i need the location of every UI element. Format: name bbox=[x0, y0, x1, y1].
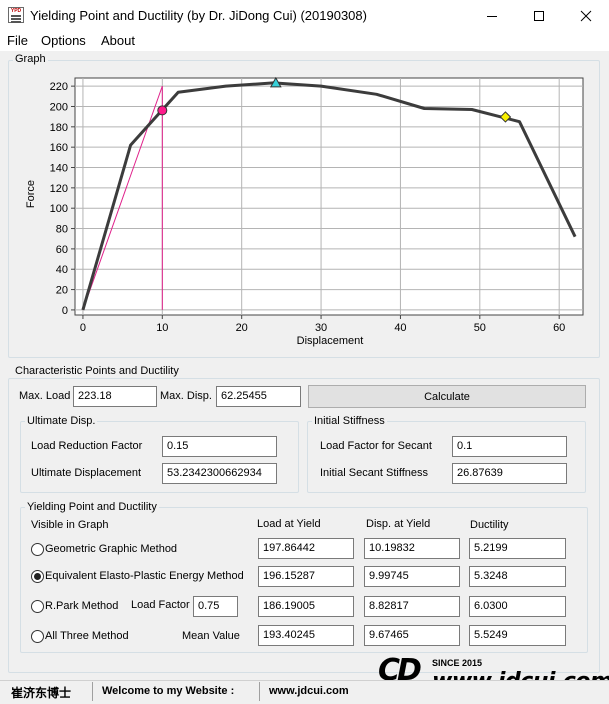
visible-in-graph-label: Visible in Graph bbox=[31, 519, 109, 531]
y-tick-label: 40 bbox=[56, 264, 68, 276]
status-bar bbox=[0, 680, 609, 704]
yield-point-marker bbox=[157, 105, 168, 116]
graph-group bbox=[8, 60, 600, 358]
rpark-load-field[interactable]: 186.19005 bbox=[258, 596, 354, 617]
maximize-button[interactable] bbox=[516, 0, 562, 31]
geometric-method-label[interactable]: Geometric Graphic Method bbox=[45, 543, 178, 555]
axis-ticks: 0 10 20 30 40 50 60 0 20 40 60 80 100 120 140 160 180 200… bbox=[50, 81, 566, 334]
graph-group-label: Graph bbox=[13, 53, 48, 65]
y-tick-label: 80 bbox=[56, 224, 68, 236]
y-tick-label: 200 bbox=[50, 101, 68, 113]
rpark-method-radio[interactable] bbox=[31, 600, 44, 613]
load-reduction-factor-field[interactable]: 0.15 bbox=[162, 436, 277, 457]
rpark-load-factor-field[interactable]: 0.75 bbox=[193, 596, 238, 617]
menu-file[interactable]: File bbox=[7, 33, 28, 48]
load-at-yield-header: Load at Yield bbox=[257, 518, 321, 530]
menu-options[interactable]: Options bbox=[41, 33, 86, 48]
x-tick-label: 10 bbox=[156, 322, 168, 334]
app-icon: YPD bbox=[8, 7, 24, 23]
mean-load-field[interactable]: 193.40245 bbox=[258, 625, 354, 646]
logo-since: SINCE 2015 bbox=[432, 658, 483, 668]
yielding-group-label: Yielding Point and Ductility bbox=[25, 501, 159, 513]
initial-stiffness-group-label: Initial Stiffness bbox=[312, 415, 387, 427]
minimize-icon bbox=[487, 15, 497, 17]
characteristic-group bbox=[8, 378, 600, 673]
max-disp-field[interactable]: 62.25455 bbox=[216, 386, 301, 407]
energy-ductility-field[interactable]: 5.3248 bbox=[469, 566, 566, 587]
rpark-method-label[interactable]: R.Park Method bbox=[45, 600, 119, 612]
x-tick-label: 50 bbox=[474, 322, 486, 334]
maximize-icon bbox=[534, 10, 544, 21]
max-load-label: Max. Load bbox=[19, 390, 71, 402]
x-tick-label: 60 bbox=[553, 322, 565, 334]
geometric-ductility-field[interactable]: 5.2199 bbox=[469, 538, 566, 559]
y-tick-label: 140 bbox=[50, 163, 68, 175]
rpark-load-factor-label: Load Factor bbox=[131, 599, 190, 611]
ultimate-disp-group bbox=[20, 421, 299, 493]
minimize-button[interactable] bbox=[469, 0, 515, 31]
app-icon-text: YPD bbox=[10, 8, 22, 14]
initial-secant-stiffness-field[interactable]: 26.87639 bbox=[452, 463, 567, 484]
y-tick-label: 220 bbox=[50, 81, 68, 93]
energy-method-label[interactable]: Equivalent Elasto-Plastic Energy Method bbox=[45, 570, 244, 582]
y-axis-label: Force bbox=[25, 180, 37, 208]
y-tick-label: 180 bbox=[50, 122, 68, 134]
x-tick-label: 0 bbox=[80, 322, 86, 334]
chart-marks bbox=[81, 76, 577, 311]
status-separator bbox=[259, 682, 260, 701]
mean-value-label: Mean Value bbox=[182, 630, 240, 642]
ultimate-displacement-field[interactable]: 53.2342300662934 bbox=[162, 463, 277, 484]
max-point-marker bbox=[269, 76, 282, 88]
ductility-header: Ductility bbox=[470, 519, 509, 531]
status-author: 崔济东博士 bbox=[11, 686, 72, 700]
geometric-disp-field[interactable]: 10.19832 bbox=[364, 538, 460, 559]
characteristic-group-label: Characteristic Points and Ductility bbox=[13, 365, 181, 377]
close-button[interactable] bbox=[563, 0, 609, 31]
initial-stiffness-group bbox=[307, 421, 586, 493]
rpark-ductility-field[interactable]: 6.0300 bbox=[469, 596, 566, 617]
y-tick-label: 60 bbox=[56, 244, 68, 256]
x-axis-label: Displacement bbox=[297, 335, 364, 347]
close-icon bbox=[580, 10, 592, 21]
status-website-link[interactable]: www.jdcui.com bbox=[269, 685, 349, 697]
y-tick-label: 100 bbox=[50, 203, 68, 215]
menu-about[interactable]: About bbox=[101, 33, 135, 48]
load-reduction-factor-label: Load Reduction Factor bbox=[31, 440, 143, 452]
status-welcome: Welcome to my Website : bbox=[102, 685, 235, 697]
max-disp-label: Max. Disp. bbox=[160, 390, 212, 402]
load-factor-secant-label: Load Factor for Secant bbox=[320, 440, 432, 452]
yielding-group bbox=[20, 507, 588, 653]
ultimate-point-marker bbox=[499, 111, 512, 123]
initial-secant-stiffness-label: Initial Secant Stiffness bbox=[320, 467, 429, 479]
force-displacement-chart: 0 10 20 30 40 50 60 0 20 40 60 80 100 120 140 160 180 200… bbox=[25, 76, 584, 347]
energy-disp-field[interactable]: 9.99745 bbox=[364, 566, 460, 587]
disp-at-yield-header: Disp. at Yield bbox=[366, 518, 431, 530]
x-tick-label: 30 bbox=[315, 322, 327, 334]
geometric-method-radio[interactable] bbox=[31, 543, 44, 556]
menu-bar bbox=[0, 31, 609, 51]
y-tick-label: 20 bbox=[56, 285, 68, 297]
x-tick-label: 40 bbox=[394, 322, 406, 334]
y-tick-label: 160 bbox=[50, 142, 68, 154]
load-factor-secant-field[interactable]: 0.1 bbox=[452, 436, 567, 457]
max-load-field[interactable]: 223.18 bbox=[73, 386, 157, 407]
mean-disp-field[interactable]: 9.67465 bbox=[364, 625, 460, 646]
y-tick-label: 0 bbox=[62, 305, 68, 317]
x-tick-label: 20 bbox=[236, 322, 248, 334]
window-title: Yielding Point and Ductility (by Dr. JiD… bbox=[30, 8, 367, 23]
all-three-method-label[interactable]: All Three Method bbox=[45, 630, 129, 642]
title-bar bbox=[0, 0, 609, 31]
geometric-load-field[interactable]: 197.86442 bbox=[258, 538, 354, 559]
ultimate-displacement-label: Ultimate Displacement bbox=[31, 467, 142, 479]
status-separator bbox=[92, 682, 93, 701]
energy-method-radio[interactable] bbox=[31, 570, 44, 583]
calculate-button[interactable]: Calculate bbox=[308, 385, 586, 408]
energy-load-field[interactable]: 196.15287 bbox=[258, 566, 354, 587]
all-three-method-radio[interactable] bbox=[31, 630, 44, 643]
mean-ductility-field[interactable]: 5.5249 bbox=[469, 625, 566, 646]
rpark-disp-field[interactable]: 8.82817 bbox=[364, 596, 460, 617]
ultimate-disp-group-label: Ultimate Disp. bbox=[25, 415, 98, 427]
y-tick-label: 120 bbox=[50, 183, 68, 195]
